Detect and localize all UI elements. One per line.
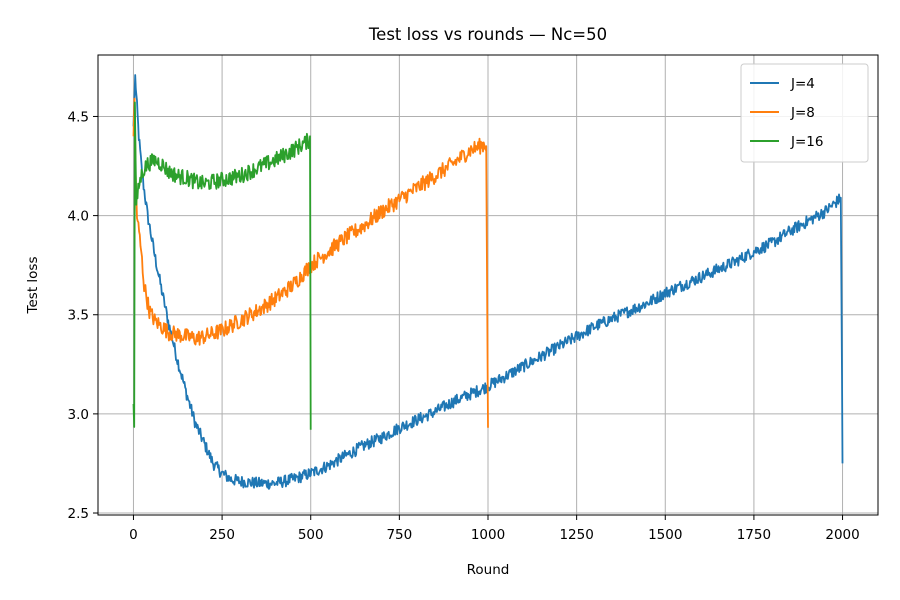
x-tick-label: 2000 — [825, 527, 859, 543]
x-tick-label: 1000 — [471, 527, 505, 543]
y-tick-label: 4.0 — [68, 209, 89, 225]
y-tick-label: 2.5 — [68, 506, 89, 522]
legend: J=4 J=8 J=16 — [740, 63, 869, 163]
x-tick-label: 1250 — [559, 527, 593, 543]
x-axis-label: Round — [467, 562, 510, 578]
chart-title: Test loss vs rounds — Nc=50 — [368, 25, 607, 44]
x-tick-label: 500 — [298, 527, 324, 543]
x-tick-label: 1500 — [648, 527, 682, 543]
y-tick-label: 3.5 — [68, 308, 89, 324]
series-layer — [132, 74, 844, 490]
series-line-1 — [132, 74, 844, 490]
y-tick-label: 4.5 — [68, 109, 89, 125]
y-axis: 2.5 3.0 3.5 4.0 4.5 — [68, 109, 98, 522]
x-tick-label: 250 — [209, 527, 235, 543]
legend-label: J=4 — [790, 76, 815, 92]
series-line-3 — [132, 101, 312, 430]
legend-box — [740, 63, 869, 163]
x-tick-label: 750 — [386, 527, 412, 543]
y-axis-label: Test loss — [25, 257, 41, 315]
x-tick-label: 1750 — [737, 527, 771, 543]
x-axis: 0 250 500 750 1000 1250 1500 1750 2000 — [129, 515, 860, 543]
y-tick-label: 3.0 — [68, 407, 89, 423]
x-tick-label: 0 — [129, 527, 138, 543]
legend-label: J=8 — [790, 105, 815, 121]
legend-label: J=16 — [790, 134, 823, 150]
